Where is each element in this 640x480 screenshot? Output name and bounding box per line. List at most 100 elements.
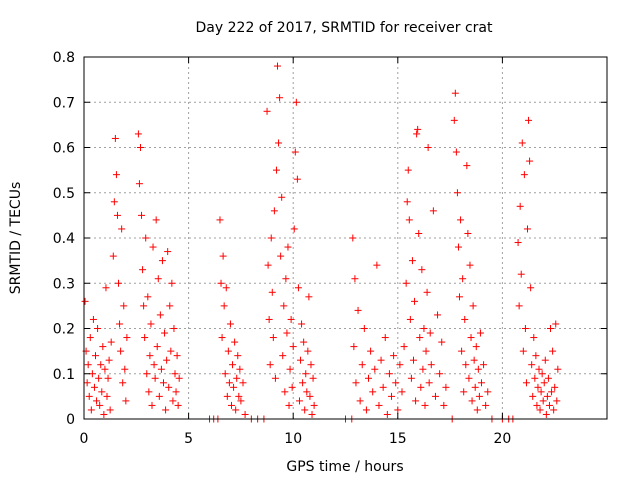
data-point xyxy=(351,275,359,283)
data-point xyxy=(422,347,430,355)
data-point xyxy=(349,234,357,242)
data-point xyxy=(424,144,432,151)
data-point xyxy=(305,293,313,301)
data-point xyxy=(156,311,164,319)
data-point xyxy=(360,325,368,332)
data-point xyxy=(458,347,466,355)
y-tick-label: 0.1 xyxy=(53,367,75,383)
data-point xyxy=(230,383,238,391)
data-point xyxy=(303,388,311,396)
data-point xyxy=(134,130,142,138)
data-point xyxy=(398,388,406,396)
data-point xyxy=(484,388,492,396)
data-point xyxy=(436,370,444,378)
data-point xyxy=(295,397,303,405)
data-point xyxy=(306,392,314,400)
y-tick-label: 0.2 xyxy=(53,322,75,338)
data-point xyxy=(549,347,557,355)
data-point xyxy=(371,365,379,373)
data-point xyxy=(525,116,533,124)
data-point xyxy=(545,401,553,409)
data-point xyxy=(88,370,96,378)
data-point xyxy=(279,352,287,360)
data-point xyxy=(297,356,305,364)
data-point xyxy=(81,297,89,305)
data-point xyxy=(465,374,473,382)
data-point xyxy=(540,379,548,387)
data-point xyxy=(413,130,421,138)
data-point xyxy=(147,320,155,328)
y-tick-label: 0.5 xyxy=(53,186,75,202)
data-point xyxy=(381,334,389,342)
data-point xyxy=(266,361,274,369)
x-tick-label: 0 xyxy=(80,431,89,447)
data-point xyxy=(90,383,98,391)
data-point xyxy=(466,261,474,269)
data-point xyxy=(538,370,546,378)
data-point xyxy=(408,257,416,265)
data-point xyxy=(377,356,385,364)
data-point xyxy=(121,365,129,373)
data-point xyxy=(153,343,161,351)
data-point xyxy=(135,180,143,188)
data-point xyxy=(298,320,306,328)
data-point xyxy=(419,365,427,373)
data-point xyxy=(282,275,290,283)
data-point xyxy=(310,401,318,409)
data-point xyxy=(291,148,299,156)
data-point xyxy=(224,347,232,355)
data-point xyxy=(431,392,439,400)
data-point xyxy=(284,243,292,251)
data-point xyxy=(136,144,144,151)
data-point xyxy=(152,216,160,224)
data-point xyxy=(140,302,148,310)
data-point xyxy=(117,347,125,355)
data-point xyxy=(289,343,297,351)
data-point xyxy=(517,270,525,278)
data-point xyxy=(543,392,551,400)
data-point xyxy=(236,365,244,373)
data-point xyxy=(278,193,286,201)
data-point xyxy=(457,216,465,224)
data-point xyxy=(400,343,408,351)
data-point xyxy=(429,207,437,215)
data-point xyxy=(365,374,373,382)
data-point xyxy=(418,266,426,274)
data-point xyxy=(530,334,538,342)
data-point xyxy=(299,379,307,387)
x-tick-label: 10 xyxy=(284,431,302,447)
data-point xyxy=(83,379,91,387)
data-point xyxy=(403,198,411,206)
data-point xyxy=(480,361,488,369)
data-point xyxy=(358,361,366,369)
data-point xyxy=(272,166,280,174)
data-point xyxy=(175,374,183,382)
data-point xyxy=(263,107,271,115)
data-point xyxy=(301,406,309,414)
data-point xyxy=(527,284,535,292)
data-point xyxy=(234,352,242,360)
data-point xyxy=(415,229,423,237)
data-point xyxy=(233,374,241,382)
data-point xyxy=(139,266,147,274)
data-point xyxy=(362,406,370,414)
data-point xyxy=(164,248,172,256)
data-point xyxy=(84,361,92,369)
data-point xyxy=(166,302,174,310)
data-point xyxy=(286,365,294,373)
data-point xyxy=(141,334,149,342)
data-point xyxy=(383,410,391,418)
data-point xyxy=(534,383,542,391)
data-point xyxy=(220,302,228,310)
data-point xyxy=(451,89,459,97)
data-point xyxy=(168,279,176,287)
chart-title: Day 222 of 2017, SRMTID for receiver cra… xyxy=(196,20,493,36)
data-point xyxy=(369,388,377,396)
data-point xyxy=(515,302,523,310)
data-point xyxy=(307,361,315,369)
data-point xyxy=(101,365,109,373)
data-point xyxy=(122,397,130,405)
axis-ticks: 0 0.1 0.2 0.3 0.4 0.5 0.6 0.7 0.8 0 5 10 15 20 xyxy=(53,50,607,447)
data-point xyxy=(471,383,479,391)
data-point xyxy=(516,202,524,210)
